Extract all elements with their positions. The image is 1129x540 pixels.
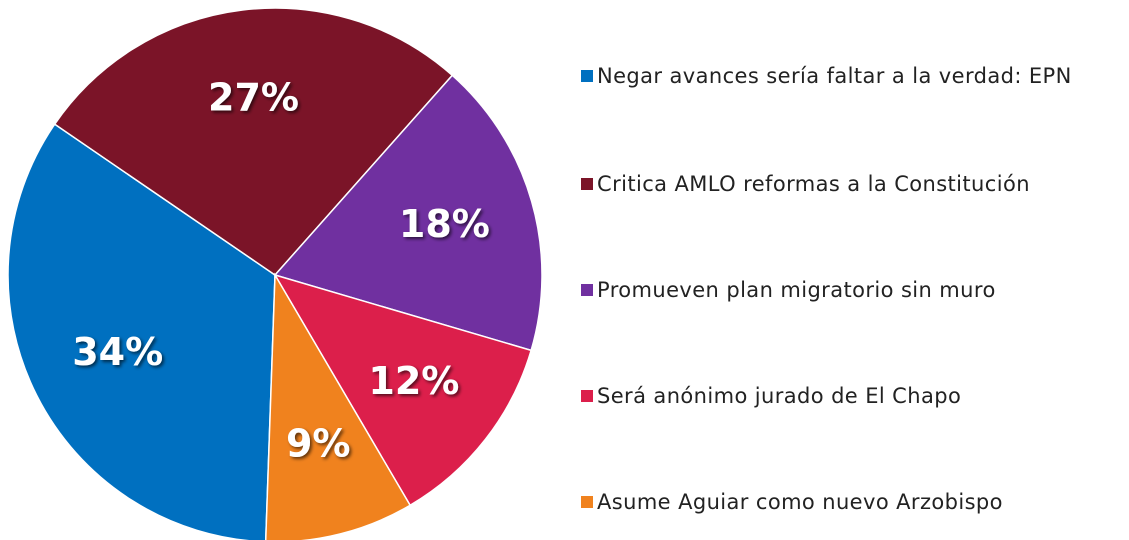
legend-swatch	[581, 70, 593, 82]
pie-slice	[53, 7, 454, 276]
legend-label: Será anónimo jurado de El Chapo	[597, 384, 961, 408]
legend-label: Negar avances sería faltar a la verdad: …	[597, 64, 1072, 88]
pie-slice	[273, 74, 543, 352]
slice-label: 9%	[286, 421, 351, 465]
legend-label: Promueven plan migratorio sin muro	[597, 278, 996, 302]
slice-label: 34%	[72, 330, 163, 374]
legend-line: Negar avances sería faltar a la verdad: …	[597, 64, 1072, 88]
legend-swatch	[581, 178, 593, 190]
slice-label: 12%	[368, 359, 459, 403]
legend-line: Critica AMLO reformas a la Constitución	[597, 172, 1030, 196]
pie-slice	[7, 123, 276, 540]
legend-line: Asume Aguiar como nuevo Arzobispo	[597, 490, 1003, 514]
slice-label: 18%	[399, 202, 490, 246]
legend-swatch	[581, 284, 593, 296]
legend-swatch	[581, 496, 593, 508]
legend-line: Promueven plan migratorio sin muro	[597, 278, 996, 302]
legend-label: Asume Aguiar como nuevo Arzobispo	[597, 490, 1003, 514]
legend-swatch	[581, 390, 593, 402]
legend-label: Critica AMLO reformas a la Constitución	[597, 172, 1030, 196]
legend-line: Será anónimo jurado de El Chapo	[597, 384, 961, 408]
pie-slice	[264, 272, 412, 540]
pie-slice	[273, 273, 533, 507]
slice-label: 27%	[208, 76, 299, 120]
